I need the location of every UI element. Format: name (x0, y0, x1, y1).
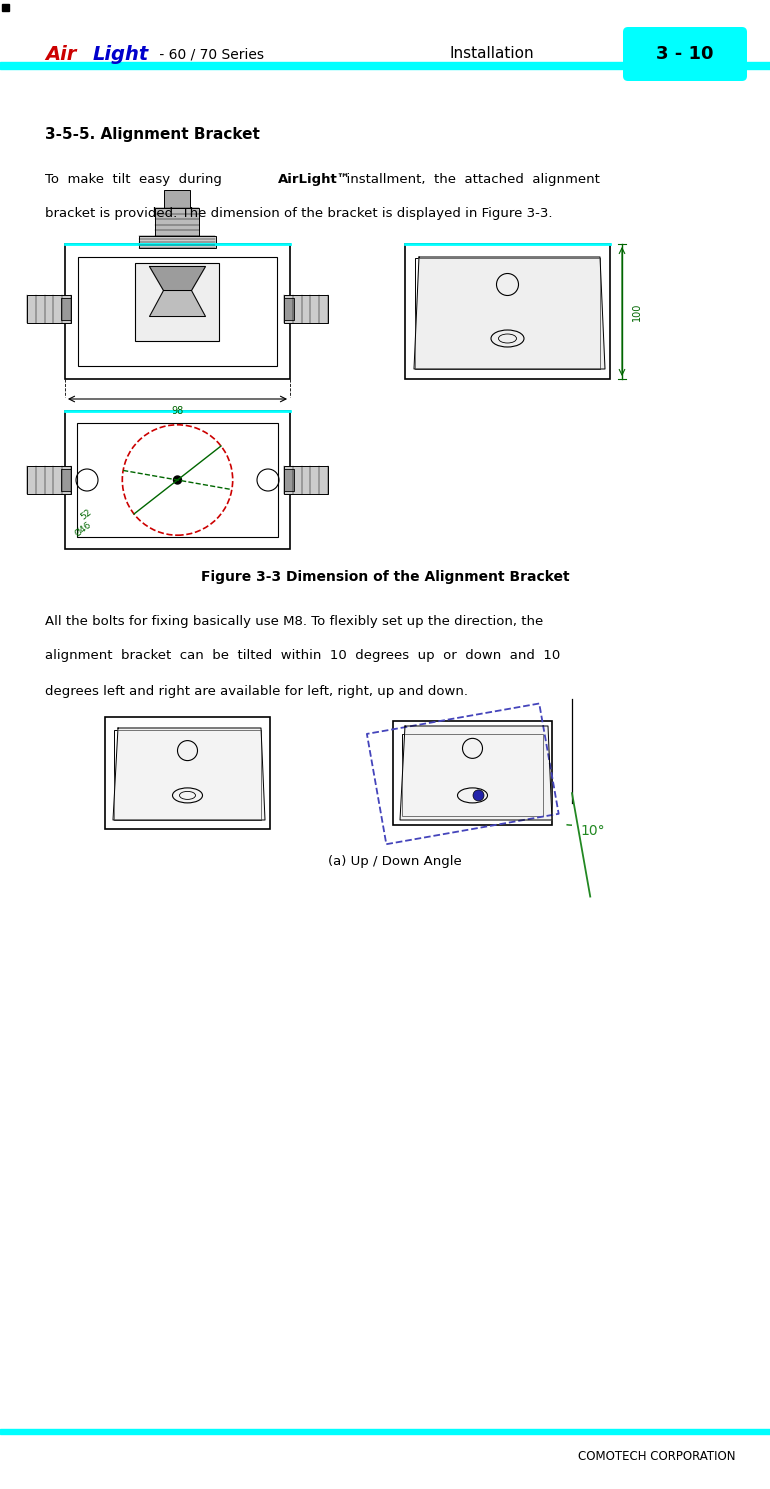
Text: COMOTECH CORPORATION: COMOTECH CORPORATION (578, 1450, 735, 1464)
Text: 98: 98 (172, 406, 183, 415)
Bar (114, 730, 261, 820)
Text: 3 - 10: 3 - 10 (656, 45, 714, 63)
Bar (27, 466, 71, 494)
Text: Figure 3-3 Dimension of the Alignment Bracket: Figure 3-3 Dimension of the Alignment Br… (201, 570, 569, 584)
Polygon shape (400, 727, 552, 820)
Circle shape (173, 476, 182, 484)
Bar (65, 244, 290, 380)
Text: - 60 / 70 Series: - 60 / 70 Series (155, 48, 264, 61)
Text: degrees left and right are available for left, right, up and down.: degrees left and right are available for… (45, 685, 468, 697)
Bar (402, 734, 543, 816)
Polygon shape (113, 728, 265, 820)
Text: 52: 52 (79, 508, 93, 521)
Bar (284, 466, 328, 494)
Text: installment,  the  attached  alignment: installment, the attached alignment (338, 173, 600, 186)
Text: All the bolts for fixing basically use M8. To flexibly set up the direction, the: All the bolts for fixing basically use M… (45, 615, 544, 627)
Bar (165, 191, 190, 208)
Text: Air: Air (45, 45, 76, 64)
Bar (405, 244, 610, 380)
Text: bracket is provided. The dimension of the bracket is displayed in Figure 3-3.: bracket is provided. The dimension of th… (45, 207, 553, 220)
Bar (156, 208, 199, 235)
Text: AirLight™: AirLight™ (278, 173, 351, 186)
Bar (77, 423, 278, 538)
Text: Ø46: Ø46 (73, 521, 93, 539)
Bar (393, 721, 552, 825)
Text: 100: 100 (632, 302, 642, 320)
FancyBboxPatch shape (623, 27, 747, 80)
Polygon shape (149, 290, 206, 317)
Circle shape (473, 789, 484, 801)
Text: alignment  bracket  can  be  tilted  within  10  degrees  up  or  down  and  10: alignment bracket can be tilted within 1… (45, 649, 561, 663)
Bar (65, 411, 290, 549)
Bar (284, 298, 294, 320)
Text: Installation: Installation (450, 46, 534, 61)
Bar (61, 298, 71, 320)
Text: To  make  tilt  easy  during: To make tilt easy during (45, 173, 230, 186)
Text: 10°: 10° (580, 823, 604, 838)
Text: (a) Up / Down Angle: (a) Up / Down Angle (328, 855, 462, 868)
Bar (0, 1428, 770, 1434)
Bar (2, 4, 9, 10)
Text: Light: Light (93, 45, 149, 64)
Polygon shape (149, 267, 206, 290)
Bar (0, 63, 770, 68)
Bar (284, 295, 328, 323)
Bar (105, 718, 270, 829)
Text: 3-5-5. Alignment Bracket: 3-5-5. Alignment Bracket (45, 127, 260, 141)
Bar (78, 258, 277, 366)
Bar (27, 295, 71, 323)
Bar (284, 469, 294, 491)
Bar (61, 469, 71, 491)
Bar (139, 235, 216, 249)
Bar (415, 258, 600, 369)
Bar (136, 264, 219, 341)
Polygon shape (414, 258, 605, 369)
